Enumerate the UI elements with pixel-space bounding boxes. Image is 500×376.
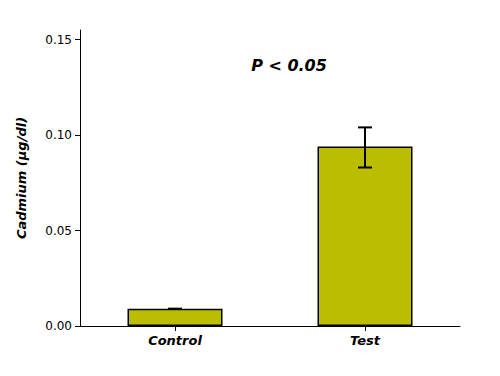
svg-text:0.10: 0.10 xyxy=(45,128,72,142)
svg-text:0.00: 0.00 xyxy=(45,319,72,333)
svg-text:0.15: 0.15 xyxy=(45,33,72,47)
svg-text:Control: Control xyxy=(148,333,202,348)
svg-text:0.05: 0.05 xyxy=(45,224,72,238)
svg-text:Test: Test xyxy=(350,333,381,348)
svg-text:P < 0.05: P < 0.05 xyxy=(251,56,327,75)
svg-text:Cadmium (μg/dl): Cadmium (μg/dl) xyxy=(14,117,29,239)
